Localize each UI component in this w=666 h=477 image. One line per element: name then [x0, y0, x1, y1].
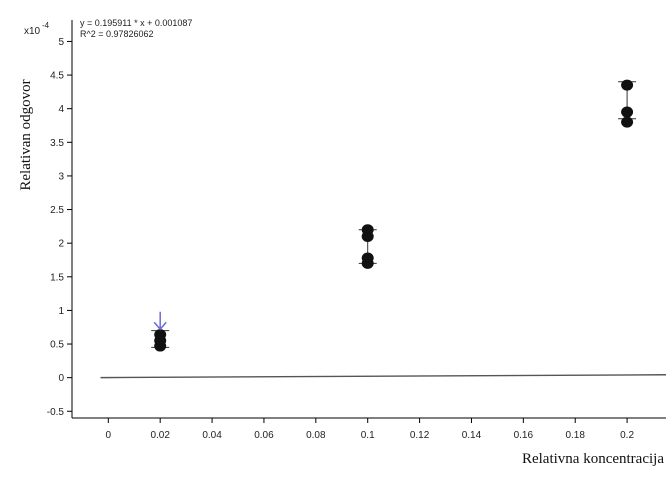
y-tick-label: 4.5	[50, 71, 64, 82]
y-tick-label: 1	[58, 306, 64, 317]
y-tick-label: 0	[58, 373, 64, 384]
data-point	[621, 116, 634, 128]
x-tick-label: 0	[106, 430, 112, 441]
x-tick-label: 0.16	[514, 430, 534, 441]
y-tick-label: 2.5	[50, 205, 64, 216]
y-tick-label: 4	[58, 104, 64, 115]
y-tick-label: 0.5	[50, 340, 64, 351]
y-tick-label: 2	[58, 239, 64, 250]
data-point	[621, 106, 634, 118]
fit-line	[100, 374, 666, 379]
y-scale-base: x10	[24, 26, 41, 37]
x-tick-label: 0.12	[410, 430, 430, 441]
x-tick-label: 0.08	[306, 430, 326, 441]
data-point	[621, 79, 634, 91]
error-bars	[151, 81, 637, 348]
data-point	[154, 329, 167, 341]
y-tick-label: 3.5	[50, 138, 64, 149]
y-axis-title: Relativan odgovor	[18, 79, 34, 190]
arrow-head	[153, 321, 167, 331]
equation-annotation: y = 0.195911 * x + 0.001087	[80, 18, 192, 28]
x-tick-label: 0.2	[620, 430, 634, 441]
x-tick-label: 0.04	[202, 430, 222, 441]
data-points	[154, 79, 634, 352]
y-scale-exponent: -4	[42, 21, 50, 30]
data-point	[361, 224, 374, 236]
x-tick-label: 0.02	[150, 430, 170, 441]
x-tick-label: 0.06	[254, 430, 274, 441]
y-tick-label: 1.5	[50, 272, 64, 283]
x-tick-label: 0.1	[361, 430, 375, 441]
r-squared-annotation: R^2 = 0.97826062	[80, 29, 154, 39]
data-point	[361, 252, 374, 264]
arrow-marker	[153, 311, 167, 331]
x-axis-title: Relativna koncentracija	[522, 451, 664, 467]
y-tick-label: -0.5	[47, 407, 65, 418]
y-tick-label: 5	[58, 37, 64, 48]
y-tick-label: 3	[58, 171, 64, 182]
axes: -0.5 0 0.5 1 1.5 2 2.5 3 3.5 4 4.5 5 0 0.02 0.04 0.06 0.…	[47, 20, 666, 441]
x-tick-label: 0.18	[565, 430, 585, 441]
x-tick-label: 0.14	[462, 430, 482, 441]
fit-line-group	[100, 374, 666, 379]
